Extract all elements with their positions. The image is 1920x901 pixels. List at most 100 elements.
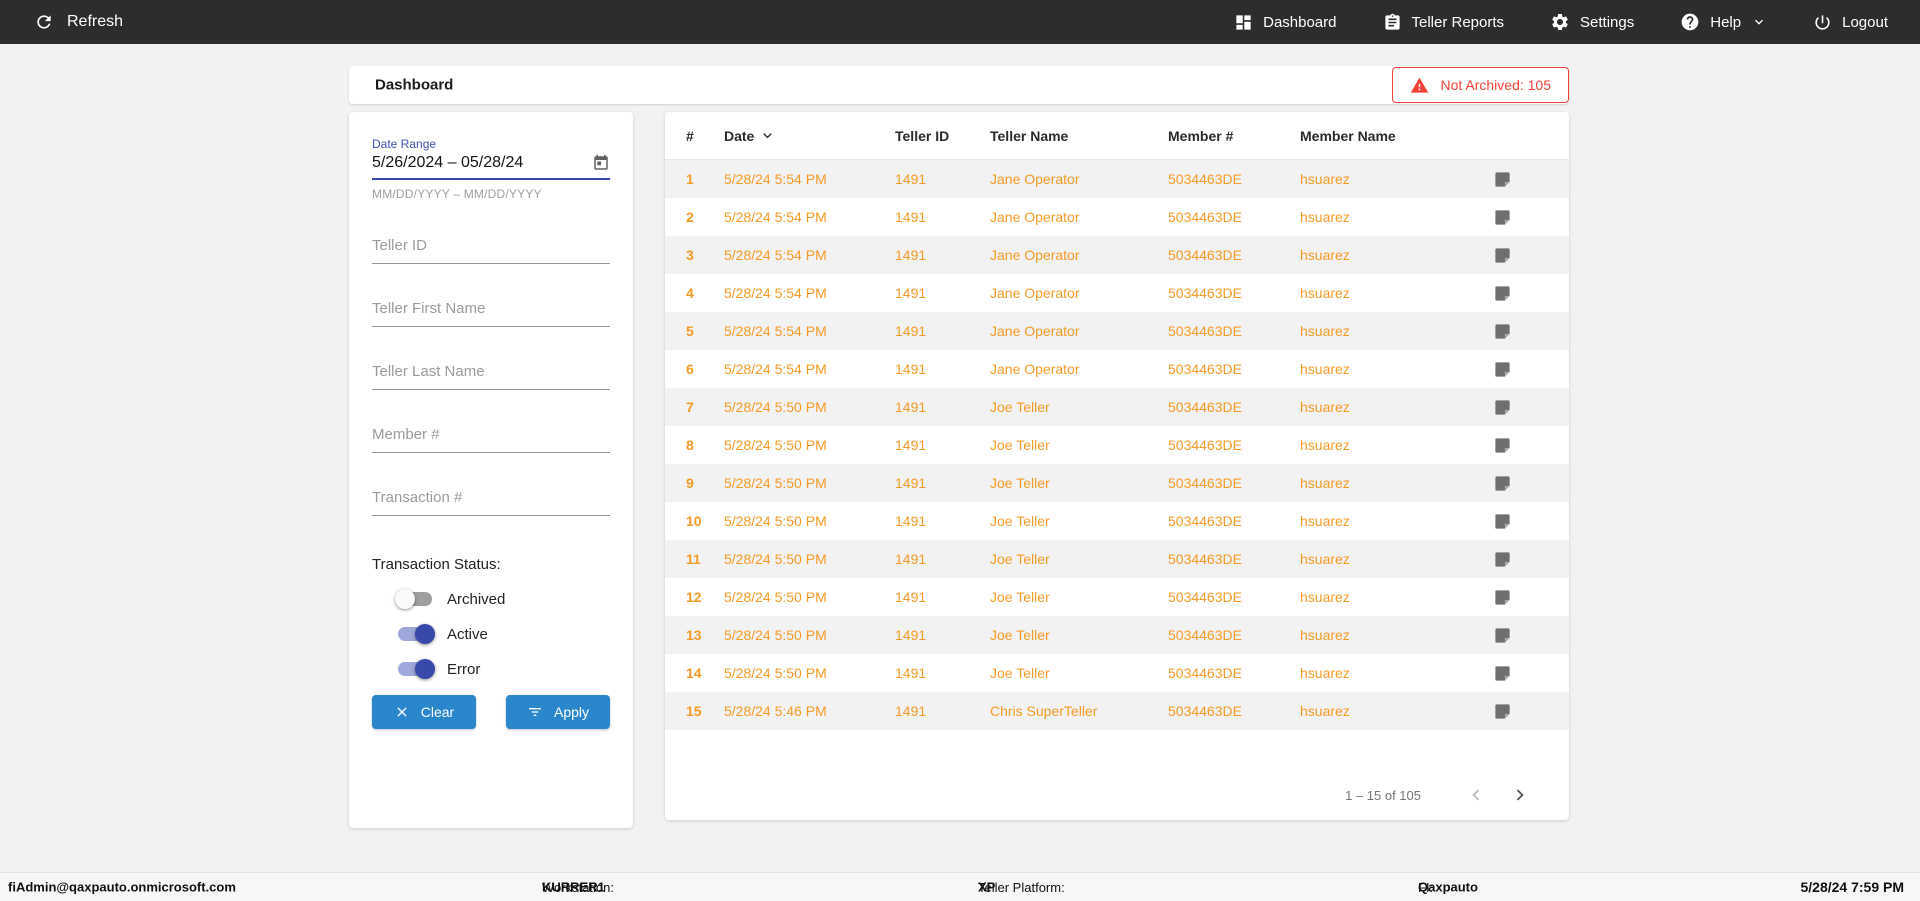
- platform-label: Teller Platform:: [978, 879, 1065, 895]
- table-row[interactable]: 6 5/28/24 5:54 PM 1491 Jane Operator 5034463…: [665, 350, 1569, 388]
- nav-item-dashboard[interactable]: Dashboard: [1234, 13, 1337, 32]
- archived-toggle[interactable]: Archived: [395, 589, 610, 609]
- note-icon[interactable]: [1493, 626, 1512, 645]
- teller-id-cell: 1491: [895, 475, 927, 491]
- error-toggle[interactable]: Error: [398, 659, 610, 679]
- member-number-cell: 5034463DE: [1168, 703, 1242, 719]
- toggle-label: Error: [447, 660, 481, 678]
- member-name-cell: hsuarez: [1300, 399, 1350, 415]
- table-row[interactable]: 4 5/28/24 5:54 PM 1491 Jane Operator 5034463…: [665, 274, 1569, 312]
- teller-name-cell: Chris SuperTeller: [990, 703, 1098, 719]
- previous-page-button[interactable]: [1463, 782, 1489, 808]
- nav-item-label: Help: [1710, 13, 1742, 31]
- member-number-cell: 5034463DE: [1168, 171, 1242, 187]
- table-row[interactable]: 12 5/28/24 5:50 PM 1491 Joe Teller 5034463DE…: [665, 578, 1569, 616]
- table-row[interactable]: 5 5/28/24 5:54 PM 1491 Jane Operator 5034463…: [665, 312, 1569, 350]
- member-number-cell: 5034463DE: [1168, 285, 1242, 301]
- table-row[interactable]: 7 5/28/24 5:50 PM 1491 Joe Teller 5034463DE h…: [665, 388, 1569, 426]
- teller-name-cell: Joe Teller: [990, 513, 1050, 529]
- row-number-cell: 5: [686, 323, 694, 339]
- note-icon[interactable]: [1493, 360, 1512, 379]
- table-row[interactable]: 8 5/28/24 5:50 PM 1491 Joe Teller 5034463DE h…: [665, 426, 1569, 464]
- nav-menu: Dashboard Teller Reports Settings Help: [1234, 12, 1920, 32]
- teller-id-field: [372, 237, 610, 264]
- note-icon[interactable]: [1493, 398, 1512, 417]
- member-name-cell: hsuarez: [1300, 247, 1350, 263]
- date-cell: 5/28/24 5:50 PM: [724, 589, 827, 605]
- nav-item-teller-reports[interactable]: Teller Reports: [1383, 13, 1504, 32]
- logout-icon: [1813, 13, 1832, 32]
- note-icon[interactable]: [1493, 208, 1512, 227]
- nav-item-logout[interactable]: Logout: [1813, 13, 1888, 32]
- date-cell: 5/28/24 5:54 PM: [724, 323, 827, 339]
- table-row[interactable]: 1 5/28/24 5:54 PM 1491 Jane Operator 5034463…: [665, 160, 1569, 198]
- refresh-icon: [34, 12, 54, 32]
- teller-id-cell: 1491: [895, 285, 927, 301]
- note-icon[interactable]: [1493, 246, 1512, 265]
- table-row[interactable]: 11 5/28/24 5:50 PM 1491 Joe Teller 5034463DE…: [665, 540, 1569, 578]
- table-row[interactable]: 13 5/28/24 5:50 PM 1491 Joe Teller 5034463DE…: [665, 616, 1569, 654]
- table-row[interactable]: 15 5/28/24 5:46 PM 1491 Chris SuperTeller 50…: [665, 692, 1569, 730]
- workstation-value: KURRER1: [542, 879, 605, 895]
- toggle-switch[interactable]: [398, 624, 435, 644]
- note-icon[interactable]: [1493, 436, 1512, 455]
- member-number-cell: 5034463DE: [1168, 589, 1242, 605]
- refresh-button[interactable]: Refresh: [0, 12, 123, 32]
- note-icon[interactable]: [1493, 664, 1512, 683]
- note-icon[interactable]: [1493, 284, 1512, 303]
- nav-item-settings[interactable]: Settings: [1550, 12, 1634, 32]
- apply-button[interactable]: Apply: [506, 695, 610, 729]
- table-row[interactable]: 2 5/28/24 5:54 PM 1491 Jane Operator 5034463…: [665, 198, 1569, 236]
- teller-id-cell: 1491: [895, 247, 927, 263]
- fi-label: FI:: [1418, 879, 1434, 895]
- teller-name-cell: Jane Operator: [990, 361, 1080, 377]
- table-row[interactable]: 3 5/28/24 5:54 PM 1491 Jane Operator 5034463…: [665, 236, 1569, 274]
- note-icon[interactable]: [1493, 550, 1512, 569]
- logged-in-user: fiAdmin@qaxpauto.onmicrosoft.com: [8, 879, 236, 895]
- date-range-input[interactable]: [372, 154, 586, 172]
- column-header-date[interactable]: Date: [724, 127, 895, 144]
- member-name-cell: hsuarez: [1300, 209, 1350, 225]
- member-number-cell: 5034463DE: [1168, 247, 1242, 263]
- date-cell: 5/28/24 5:50 PM: [724, 665, 827, 681]
- member-number-cell: 5034463DE: [1168, 665, 1242, 681]
- teller-last-name-field: [372, 363, 610, 390]
- teller-last-name-input[interactable]: [372, 363, 610, 380]
- nav-item-help[interactable]: Help: [1680, 12, 1767, 32]
- dashboard-icon: [1234, 13, 1253, 32]
- clear-button[interactable]: Clear: [372, 695, 476, 729]
- toggle-switch[interactable]: [398, 659, 435, 679]
- table-row[interactable]: 9 5/28/24 5:50 PM 1491 Joe Teller 5034463DE h…: [665, 464, 1569, 502]
- member-number-cell: 5034463DE: [1168, 627, 1242, 643]
- date-cell: 5/28/24 5:50 PM: [724, 399, 827, 415]
- transaction-number-input[interactable]: [372, 489, 610, 506]
- next-page-button[interactable]: [1507, 782, 1533, 808]
- note-icon[interactable]: [1493, 474, 1512, 493]
- calendar-icon[interactable]: [592, 154, 610, 172]
- note-icon[interactable]: [1493, 170, 1512, 189]
- row-number-cell: 1: [686, 171, 694, 187]
- member-name-cell: hsuarez: [1300, 513, 1350, 529]
- note-icon[interactable]: [1493, 588, 1512, 607]
- member-number-input[interactable]: [372, 426, 610, 443]
- refresh-label: Refresh: [67, 13, 124, 30]
- table-row[interactable]: 10 5/28/24 5:50 PM 1491 Joe Teller 5034463DE…: [665, 502, 1569, 540]
- row-number-cell: 14: [686, 665, 702, 681]
- date-cell: 5/28/24 5:54 PM: [724, 285, 827, 301]
- date-cell: 5/28/24 5:54 PM: [724, 247, 827, 263]
- row-number-cell: 4: [686, 285, 694, 301]
- teller-id-cell: 1491: [895, 437, 927, 453]
- teller-name-cell: Jane Operator: [990, 285, 1080, 301]
- nav-item-label: Logout: [1842, 13, 1888, 31]
- status-bar: fiAdmin@qaxpauto.onmicrosoft.com Worksta…: [0, 872, 1920, 901]
- note-icon[interactable]: [1493, 702, 1512, 721]
- active-toggle[interactable]: Active: [398, 624, 610, 644]
- note-icon[interactable]: [1493, 512, 1512, 531]
- toggle-switch[interactable]: [395, 589, 432, 609]
- teller-id-cell: 1491: [895, 171, 927, 187]
- teller-first-name-input[interactable]: [372, 300, 610, 317]
- table-row[interactable]: 14 5/28/24 5:50 PM 1491 Joe Teller 5034463DE…: [665, 654, 1569, 692]
- teller-id-input[interactable]: [372, 237, 610, 254]
- note-icon[interactable]: [1493, 322, 1512, 341]
- not-archived-badge[interactable]: Not Archived: 105: [1392, 67, 1569, 103]
